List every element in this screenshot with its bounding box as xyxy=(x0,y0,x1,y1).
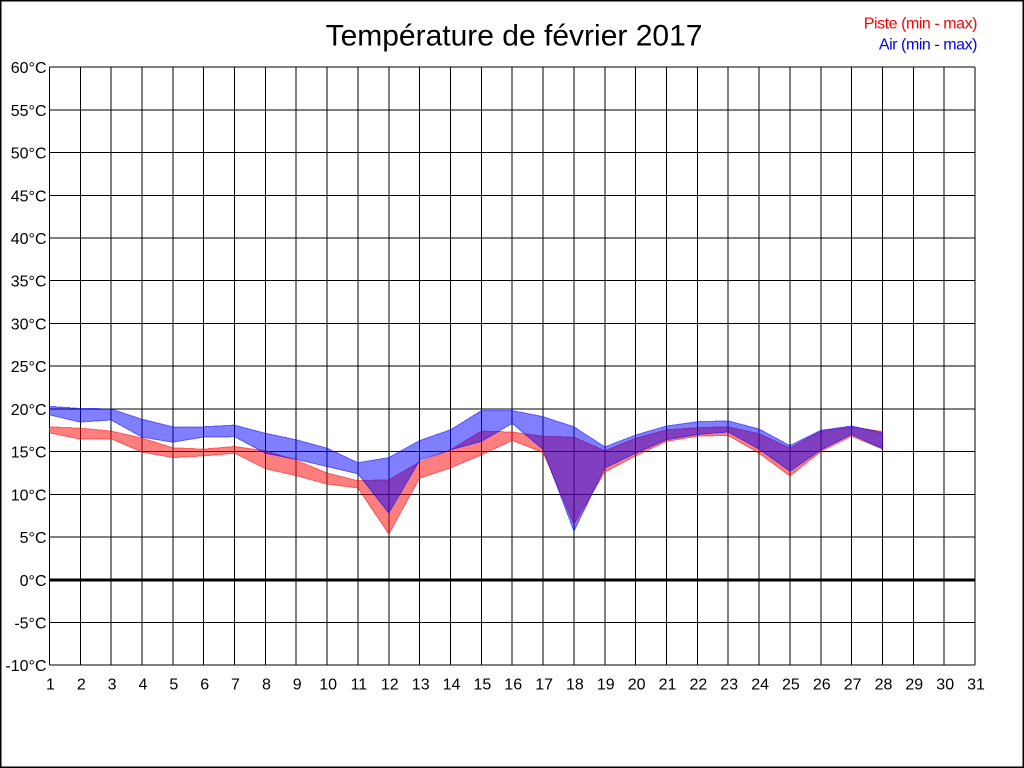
svg-text:Air (min - max): Air (min - max) xyxy=(879,37,977,54)
svg-text:22: 22 xyxy=(690,677,708,694)
svg-text:1: 1 xyxy=(46,677,55,694)
svg-text:19: 19 xyxy=(597,677,615,694)
svg-text:5: 5 xyxy=(169,677,178,694)
svg-text:18: 18 xyxy=(566,677,584,694)
svg-text:27: 27 xyxy=(844,677,862,694)
svg-text:Température de février 2017: Température de février 2017 xyxy=(326,20,703,53)
svg-text:17: 17 xyxy=(535,677,553,694)
svg-text:-10°C: -10°C xyxy=(5,658,46,675)
svg-text:3: 3 xyxy=(108,677,117,694)
svg-text:26: 26 xyxy=(813,677,831,694)
svg-text:12: 12 xyxy=(381,677,399,694)
svg-text:45°C: 45°C xyxy=(11,188,47,205)
svg-text:28: 28 xyxy=(875,677,893,694)
svg-text:5°C: 5°C xyxy=(20,530,47,547)
svg-text:30: 30 xyxy=(936,677,954,694)
svg-text:13: 13 xyxy=(412,677,430,694)
svg-text:21: 21 xyxy=(659,677,677,694)
svg-text:10: 10 xyxy=(319,677,337,694)
svg-text:11: 11 xyxy=(351,677,368,694)
svg-text:9: 9 xyxy=(293,677,302,694)
svg-text:30°C: 30°C xyxy=(11,316,47,333)
svg-text:15°C: 15°C xyxy=(11,445,47,462)
svg-text:8: 8 xyxy=(262,677,271,694)
svg-text:15: 15 xyxy=(474,677,492,694)
svg-text:55°C: 55°C xyxy=(11,103,47,120)
svg-text:10°C: 10°C xyxy=(11,487,47,504)
svg-text:23: 23 xyxy=(720,677,738,694)
svg-text:20°C: 20°C xyxy=(11,402,47,419)
svg-text:16: 16 xyxy=(504,677,522,694)
svg-text:6: 6 xyxy=(200,677,209,694)
svg-text:Piste (min - max): Piste (min - max) xyxy=(864,16,977,33)
svg-text:60°C: 60°C xyxy=(11,60,47,77)
svg-text:0°C: 0°C xyxy=(20,573,47,590)
svg-text:-5°C: -5°C xyxy=(14,616,46,633)
svg-text:2: 2 xyxy=(77,677,86,694)
svg-text:29: 29 xyxy=(905,677,923,694)
svg-text:14: 14 xyxy=(443,677,461,694)
svg-text:25°C: 25°C xyxy=(11,359,47,376)
svg-text:50°C: 50°C xyxy=(11,146,47,163)
svg-text:20: 20 xyxy=(628,677,646,694)
svg-text:24: 24 xyxy=(751,677,769,694)
svg-text:31: 31 xyxy=(967,677,985,694)
svg-text:35°C: 35°C xyxy=(11,274,47,291)
svg-text:40°C: 40°C xyxy=(11,231,47,248)
svg-text:4: 4 xyxy=(139,677,148,694)
svg-text:25: 25 xyxy=(782,677,800,694)
svg-text:7: 7 xyxy=(231,677,240,694)
